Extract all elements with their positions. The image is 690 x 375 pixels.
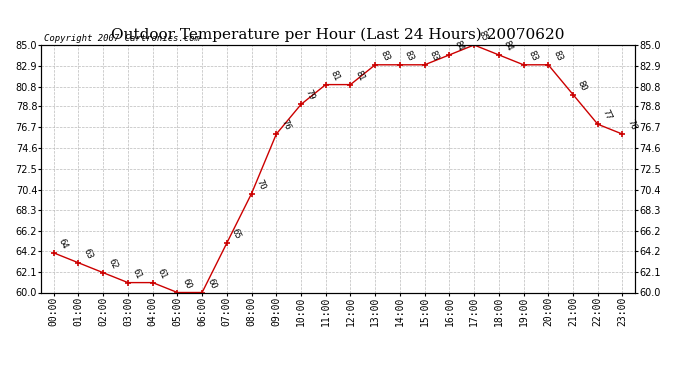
Text: 84: 84 [453,39,465,53]
Text: 61: 61 [131,267,144,280]
Title: Outdoor Temperature per Hour (Last 24 Hours) 20070620: Outdoor Temperature per Hour (Last 24 Ho… [111,28,565,42]
Text: 81: 81 [353,69,366,82]
Text: 83: 83 [551,49,564,62]
Text: 83: 83 [378,49,391,62]
Text: 83: 83 [403,49,415,62]
Text: 60: 60 [205,277,218,290]
Text: 77: 77 [601,108,613,122]
Text: 84: 84 [502,39,515,53]
Text: 63: 63 [81,247,94,260]
Text: 60: 60 [180,277,193,290]
Text: 76: 76 [625,118,638,132]
Text: 79: 79 [304,88,317,102]
Text: 65: 65 [230,227,242,240]
Text: Copyright 2007 Cartronics.com: Copyright 2007 Cartronics.com [44,33,200,42]
Text: 62: 62 [106,257,119,270]
Text: 81: 81 [328,69,342,82]
Text: 80: 80 [576,79,589,92]
Text: 83: 83 [526,49,539,62]
Text: 61: 61 [156,267,168,280]
Text: 83: 83 [428,49,440,62]
Text: 85: 85 [477,29,490,42]
Text: 76: 76 [279,118,292,132]
Text: 70: 70 [255,178,267,191]
Text: 64: 64 [57,237,70,250]
